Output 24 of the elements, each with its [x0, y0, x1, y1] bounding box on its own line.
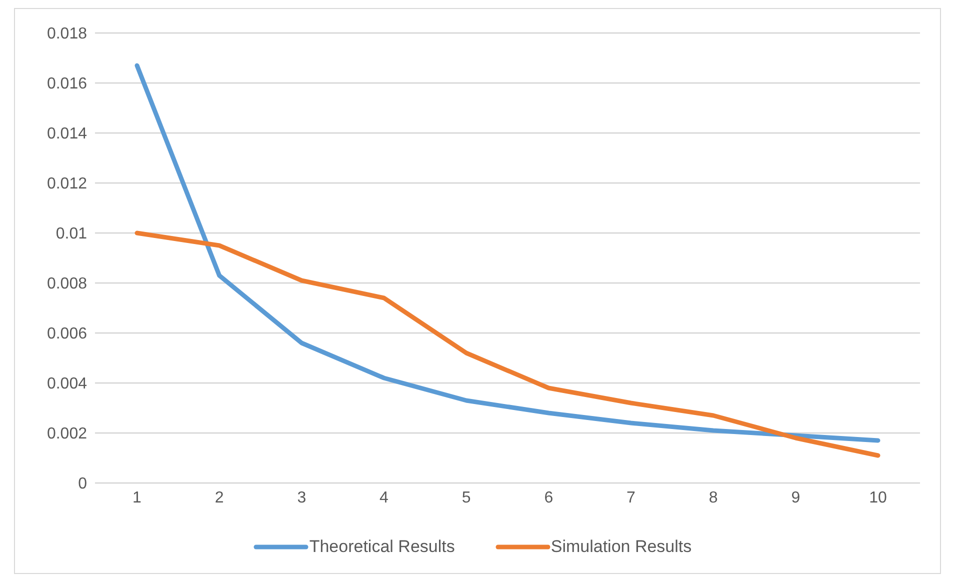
y-tick-label: 0.004: [46, 376, 88, 393]
x-tick-label: 8: [708, 489, 718, 506]
x-tick-label: 9: [791, 489, 800, 506]
y-tick-label: 0.012: [46, 176, 88, 193]
x-tick-label: 6: [544, 489, 554, 506]
y-tick-label: 0.002: [46, 426, 88, 443]
y-tick-label: 0.008: [46, 276, 88, 293]
legend-label: Theoretical Results: [309, 537, 455, 557]
x-tick-label: 5: [462, 489, 471, 506]
x-tick-label: 1: [132, 489, 142, 506]
y-tick-label: 0.006: [46, 326, 88, 343]
legend-label: Simulation Results: [550, 537, 692, 557]
x-tick-label: 2: [214, 489, 224, 506]
y-tick-label: 0: [78, 476, 88, 493]
y-tick-label: 0.014: [46, 126, 88, 143]
line-series: [134, 63, 880, 443]
y-tick-label: 0.018: [46, 26, 88, 43]
x-tick-label: 4: [380, 489, 389, 506]
x-tick-label: 10: [869, 489, 887, 506]
y-tick-label: 0.01: [56, 226, 88, 243]
x-tick-label: 3: [297, 489, 306, 506]
y-tick-label: 0.016: [46, 76, 88, 93]
x-tick-label: 7: [626, 489, 636, 506]
line-series: [134, 230, 880, 458]
